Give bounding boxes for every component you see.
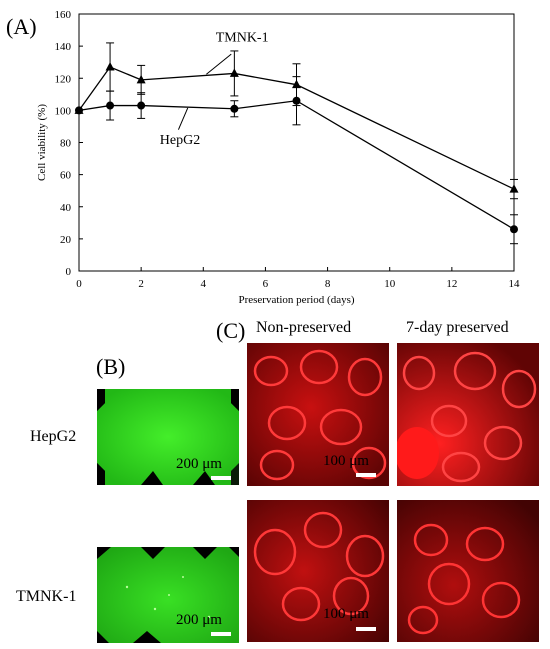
data-point-tmnk-1: [229, 68, 239, 77]
tmnk1-fluorescence-image: [97, 547, 239, 643]
y-tick-label: 100: [55, 105, 72, 117]
tmnk1-7-day-preserved-image: [397, 500, 539, 642]
y-tick-label: 120: [55, 73, 72, 85]
x-tick-label: 2: [138, 278, 144, 290]
row-label-hepg2: HepG2: [30, 428, 77, 445]
scalebar-c-hepg2: [356, 473, 376, 477]
scalebar-label-c-tmnk1: 100 μm: [323, 606, 369, 622]
scalebar-label-b-hepg2: 200 μm: [176, 456, 222, 472]
panel-label-a: (A): [6, 14, 37, 39]
data-point-hepg2: [510, 225, 518, 234]
series-line-tmnk-1: [78, 66, 515, 190]
x-tick-label: 4: [201, 278, 207, 290]
tmnk1-non-preserved-image: [247, 500, 389, 642]
scalebar-label-c-hepg2: 100 μm: [323, 453, 369, 469]
scalebar-label-b-tmnk1: 200 μm: [176, 612, 222, 628]
x-tick-label: 12: [446, 278, 457, 290]
panel-label-b: (B): [96, 354, 126, 379]
plot-frame: [78, 13, 515, 272]
x-tick-label: 10: [384, 278, 396, 290]
series-label-hepg2: HepG2: [160, 133, 200, 148]
hepg2-fluorescence-image: [97, 389, 239, 485]
series-line-hepg2: [78, 100, 515, 230]
x-axis-label: Preservation period (days): [238, 294, 354, 306]
y-tick-label: 160: [55, 9, 72, 21]
column-title-non-preserved: Non-preserved: [256, 319, 352, 336]
panel-label-c: (C): [216, 318, 246, 343]
viability-chart: 0 20 40 60 80 100 120 140 160 0 2 4 6 8 10 12 14 Preserva…: [36, 9, 521, 306]
x-tick-label: 8: [325, 278, 331, 290]
data-point-tmnk-1: [105, 62, 115, 71]
hepg2-7-day-preserved-image: [397, 343, 539, 486]
data-point-tmnk-1: [136, 74, 146, 84]
data-point-hepg2: [230, 104, 239, 113]
leader-line-tmnk-1: [206, 53, 232, 75]
scalebar-b-tmnk1: [211, 632, 231, 636]
scalebar-b-hepg2: [211, 476, 231, 480]
y-tick-label: 20: [60, 234, 72, 246]
y-tick-label: 60: [60, 170, 72, 182]
x-tick-label: 14: [509, 278, 521, 290]
y-tick-label: 40: [60, 202, 72, 214]
y-tick-label: 140: [55, 41, 72, 53]
x-tick-label: 0: [76, 278, 82, 290]
series-label-tmnk-1: TMNK-1: [216, 30, 269, 45]
row-label-tmnk1: TMNK-1: [16, 588, 77, 605]
y-tick-label: 0: [66, 266, 72, 278]
y-axis-label: Cell viability (%): [36, 104, 48, 181]
column-title-7-day-preserved: 7-day preserved: [406, 319, 509, 336]
y-tick-label: 80: [60, 138, 72, 150]
data-point-hepg2: [75, 106, 83, 115]
leader-line-hepg2: [177, 107, 189, 130]
x-tick-label: 6: [263, 278, 269, 290]
data-point-hepg2: [137, 101, 146, 110]
data-point-hepg2: [292, 96, 301, 105]
hepg2-non-preserved-image: [247, 343, 389, 486]
data-point-hepg2: [106, 101, 115, 110]
scalebar-c-tmnk1: [356, 627, 376, 631]
data-point-tmnk-1: [509, 184, 519, 193]
